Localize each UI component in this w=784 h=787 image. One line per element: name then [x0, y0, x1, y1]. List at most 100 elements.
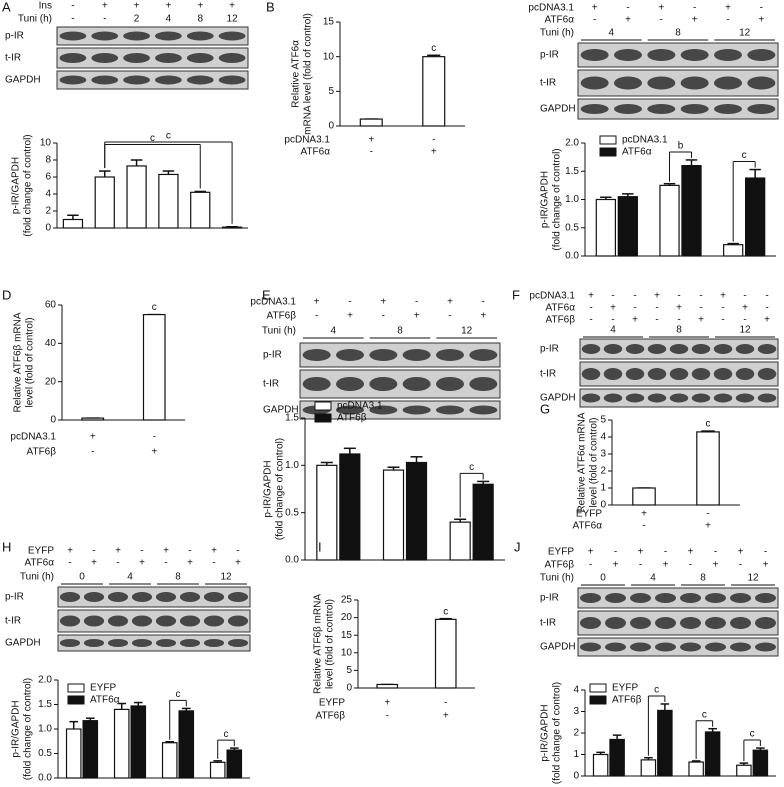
blot-band	[336, 377, 364, 391]
blot-band	[755, 617, 776, 629]
blot-band	[605, 617, 626, 629]
legend-label: ATF6α	[622, 147, 652, 158]
blot-band	[614, 76, 642, 90]
group-value: 8	[676, 325, 682, 336]
y-tick-label: 2.0	[38, 675, 52, 686]
y-tick-label: 5	[600, 415, 606, 426]
condition-mark: +	[742, 303, 748, 314]
y-axis-label: p-IR/GAPDH	[263, 460, 274, 517]
condition-mark: +	[229, 1, 235, 12]
blot-band	[625, 368, 645, 380]
y-tick-label: 0	[50, 415, 56, 426]
condition-mark: -	[432, 135, 435, 146]
legend-label: ATF6β	[612, 695, 642, 706]
legend-label: EYFP	[90, 683, 116, 694]
blot-band	[713, 368, 733, 380]
band-label: t-IR	[540, 618, 556, 629]
condition-mark: +	[698, 315, 704, 326]
condition-mark: -	[370, 147, 373, 158]
condition-mark: -	[415, 297, 418, 308]
bar	[744, 177, 766, 257]
legend-swatch	[67, 695, 85, 705]
y-tick-label: 0.0	[38, 773, 52, 784]
blot-band	[655, 593, 676, 603]
condition-mark: +	[134, 1, 140, 12]
condition-mark: +	[90, 432, 96, 443]
blot-strip	[57, 609, 251, 633]
condition-label: EYFP	[548, 547, 574, 558]
blot-strip	[299, 369, 501, 399]
bar	[659, 184, 680, 257]
y-tick-label: 0	[573, 771, 579, 782]
condition-mark: +	[443, 711, 449, 722]
y-tick-label: 4	[600, 432, 606, 443]
condition-mark: -	[212, 558, 215, 569]
blot-band	[647, 49, 676, 61]
blot-band	[436, 377, 464, 391]
y-tick-label: 15	[323, 17, 335, 28]
blot-band	[630, 617, 651, 629]
blot-band	[123, 31, 150, 41]
condition-mark: +	[588, 547, 594, 558]
y-tick-label: 8	[45, 155, 51, 166]
condition-mark: -	[91, 447, 94, 458]
y-tick-label: 3	[600, 449, 606, 460]
blot-band	[155, 53, 182, 63]
y-axis-label: (fold change of control)	[552, 682, 563, 784]
condition-mark: -	[633, 303, 636, 314]
y-axis-label: p-IR/GAPDH	[11, 700, 22, 757]
blot-band	[580, 593, 601, 603]
condition-mark: -	[699, 291, 702, 302]
blot-band	[614, 104, 642, 114]
condition-mark: +	[725, 3, 731, 14]
bar	[126, 165, 147, 229]
blot-band	[369, 405, 398, 415]
blot-band	[91, 31, 119, 41]
condition-mark: +	[663, 560, 669, 571]
y-tick-label: 40	[45, 338, 57, 349]
bar	[81, 417, 105, 421]
blot-band	[436, 405, 464, 415]
blot-band	[179, 592, 201, 602]
y-tick-label: 1	[600, 483, 606, 494]
blot-band	[402, 377, 431, 391]
legend-swatch	[589, 695, 607, 705]
significance-label: b	[678, 141, 684, 152]
condition-mark: +	[654, 291, 660, 302]
blot-band	[680, 49, 709, 61]
blot-band	[757, 344, 777, 354]
condition-mark: -	[611, 291, 614, 302]
condition-mark: -	[726, 15, 729, 26]
condition-mark: -	[164, 558, 167, 569]
blot-band	[580, 104, 609, 114]
blot-band	[730, 642, 751, 652]
y-tick-label: 3	[573, 706, 579, 717]
group-value: 0	[600, 573, 606, 584]
legend-label: ATF6α	[90, 695, 120, 706]
blot-band	[680, 76, 709, 90]
condition-mark: -	[626, 3, 629, 14]
condition-mark: +	[447, 297, 453, 308]
legend-swatch	[589, 683, 607, 693]
blot-band	[713, 344, 733, 354]
blot-band	[691, 393, 711, 403]
significance-label: c	[706, 419, 711, 430]
condition-mark: -	[614, 547, 617, 558]
condition-mark: -	[655, 315, 658, 326]
blot-band	[581, 368, 601, 380]
significance-label: c	[150, 133, 155, 144]
bar	[434, 618, 457, 689]
blot-band	[83, 592, 105, 602]
blot-band	[691, 344, 711, 354]
legend-swatch	[599, 135, 617, 145]
bar	[640, 759, 657, 777]
blot-band	[186, 75, 214, 85]
condition-mark: -	[721, 315, 724, 326]
blot-band	[755, 642, 776, 652]
y-tick-label: 25	[341, 595, 353, 606]
legend-label: ATF6β	[337, 413, 367, 424]
legend-label: EYFP	[612, 683, 638, 694]
band-label: p-IR	[540, 344, 559, 355]
condition-label: Ins	[39, 1, 52, 12]
